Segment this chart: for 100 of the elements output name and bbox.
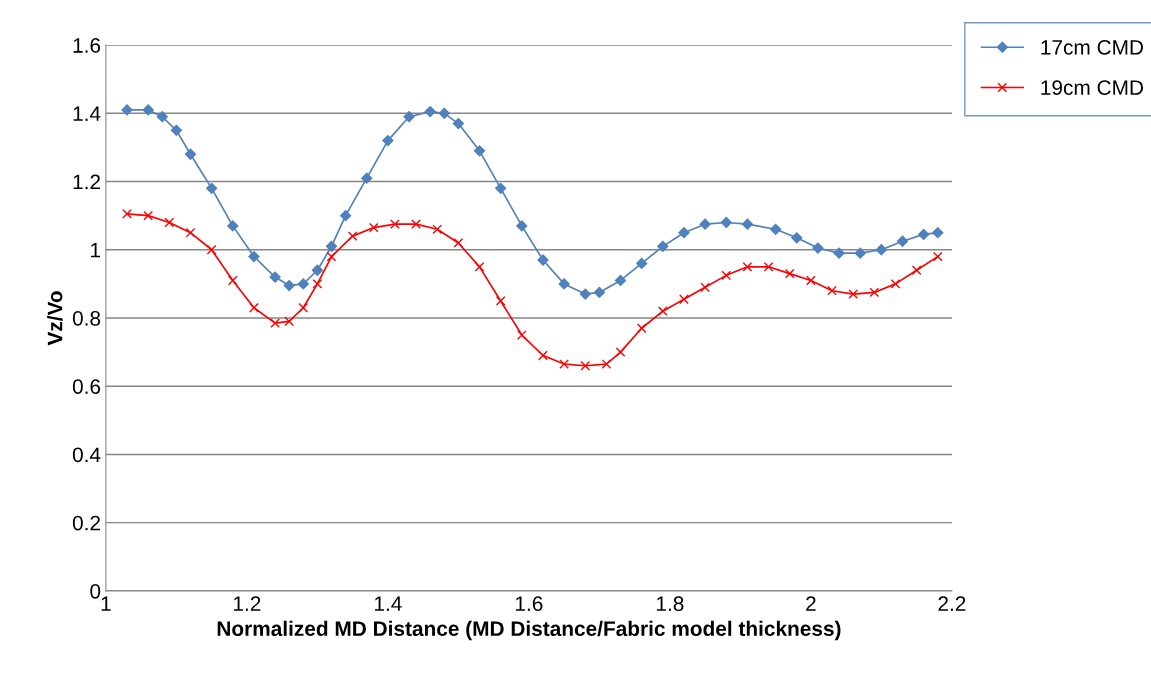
point (495, 182, 507, 194)
point (473, 145, 486, 157)
point (438, 107, 450, 119)
point (636, 257, 648, 270)
point (390, 219, 400, 230)
point (678, 227, 690, 239)
point (326, 251, 337, 262)
y-tick-label: 1.6 (73, 38, 101, 53)
point (636, 323, 647, 334)
point (833, 247, 845, 259)
point (453, 238, 464, 248)
point (890, 279, 901, 289)
point (121, 104, 133, 116)
y-tick-label: 0.6 (72, 379, 101, 394)
point (156, 111, 168, 123)
y-tick-label: 0.2 (72, 515, 100, 531)
x-tick-label: 1 (101, 596, 111, 611)
legend-label: 17cm CMD (1041, 39, 1144, 55)
point (249, 302, 259, 313)
point (721, 270, 732, 281)
point (170, 124, 182, 136)
point (312, 279, 323, 289)
point (516, 330, 527, 340)
x-axis-title: Normalized MD Distance (MD Distance/Fabric model thickness) (217, 620, 841, 641)
x-tick-label: 1.4 (375, 596, 402, 611)
point (614, 274, 627, 287)
point (601, 359, 612, 369)
y-tick-label: 0.8 (72, 310, 101, 326)
point (368, 222, 379, 233)
point (143, 210, 154, 221)
point (763, 261, 774, 272)
legend-label: 19cm CMD (1041, 80, 1144, 95)
y-axis-title: Vz/Vo (47, 291, 63, 346)
x-tick-label: 1.6 (515, 596, 543, 612)
point (185, 227, 196, 238)
point (854, 247, 866, 259)
point (142, 104, 154, 116)
x-tick-label: 2.2 (938, 596, 966, 611)
point (932, 227, 944, 239)
point (699, 218, 711, 230)
point (791, 232, 803, 244)
y-tick-label: 1.4 (73, 106, 101, 121)
point (311, 264, 323, 276)
y-tick-label: 1 (91, 242, 101, 258)
point (411, 219, 421, 230)
point (806, 275, 816, 286)
point (269, 271, 281, 283)
point (270, 318, 280, 328)
point (361, 172, 373, 184)
point (720, 216, 732, 229)
point (869, 287, 880, 298)
x-tick-label: 2 (806, 596, 816, 611)
y-tick-label: 0 (90, 583, 101, 599)
point (579, 288, 591, 300)
point (347, 231, 358, 241)
point (770, 223, 782, 235)
point (248, 250, 260, 263)
point (593, 286, 605, 299)
point (812, 242, 824, 254)
point (164, 217, 175, 228)
point (325, 240, 338, 252)
point (875, 244, 887, 256)
point (911, 265, 922, 276)
point (848, 289, 859, 299)
point (700, 282, 710, 293)
point (206, 182, 218, 194)
point (432, 224, 443, 235)
point (495, 296, 506, 306)
point (283, 279, 295, 292)
x-tick-label: 1.8 (656, 596, 684, 612)
point (297, 278, 309, 290)
point (206, 244, 217, 255)
point (122, 209, 132, 219)
point (382, 135, 394, 147)
point (657, 240, 669, 252)
point (896, 235, 909, 247)
point (339, 210, 352, 222)
y-tick-label: 1.2 (73, 174, 100, 190)
point (558, 278, 570, 290)
point (932, 251, 943, 262)
point (184, 148, 197, 160)
point (559, 359, 569, 369)
point (403, 111, 415, 123)
point (538, 350, 548, 361)
point (784, 268, 795, 279)
point (918, 228, 930, 241)
point (452, 117, 464, 130)
point (742, 261, 753, 272)
y-tick-label: 0.4 (72, 447, 101, 463)
point (474, 261, 485, 272)
point (227, 275, 238, 286)
point (424, 106, 436, 118)
point (827, 285, 837, 296)
point (615, 347, 626, 357)
point (679, 294, 689, 305)
point (516, 220, 528, 232)
x-tick-label: 1.2 (234, 596, 261, 611)
point (284, 316, 295, 327)
point (580, 360, 591, 371)
point (298, 302, 309, 313)
